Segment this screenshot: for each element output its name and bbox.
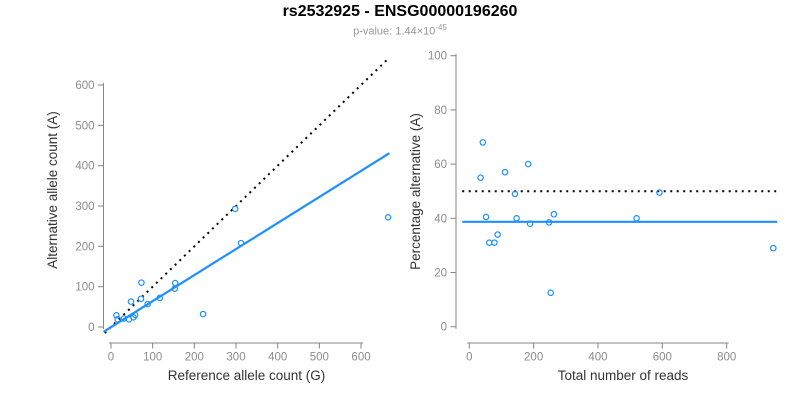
x-tick-label: 0 xyxy=(466,352,472,364)
p-value-text: p-value: 1.44×10 xyxy=(353,25,436,38)
figure-subtitle: p-value: 1.44×10-45 xyxy=(0,23,800,38)
y-tick-label: 400 xyxy=(75,161,94,173)
data-point xyxy=(770,244,777,252)
y-tick-label: 200 xyxy=(75,241,94,253)
y-tick-label: 0 xyxy=(88,322,94,334)
x-tick-label: 800 xyxy=(717,352,736,364)
data-point xyxy=(511,190,519,198)
x-tick-label: 600 xyxy=(653,352,672,364)
x-axis-title: Total number of reads xyxy=(558,368,689,383)
data-point xyxy=(501,168,509,176)
x-tick-label: 600 xyxy=(351,352,370,364)
data-point xyxy=(479,139,487,146)
data-point xyxy=(199,310,207,318)
x-tick-label: 200 xyxy=(524,352,543,364)
data-point xyxy=(114,316,121,323)
data-point xyxy=(633,215,640,222)
data-point xyxy=(513,215,520,222)
y-axis-title: Alternative allele count (A) xyxy=(45,111,60,269)
x-tick-label: 200 xyxy=(185,352,204,364)
y-tick-label: 40 xyxy=(434,213,447,225)
p-value-exponent: -45 xyxy=(435,23,447,32)
data-point xyxy=(144,300,151,308)
data-point xyxy=(547,289,554,297)
data-point xyxy=(477,174,484,181)
data-point xyxy=(524,160,532,168)
scatter-panel-right: 0 200 400 600 800 0 20 40 60 80 100 Total number of… xyxy=(408,51,778,383)
data-point xyxy=(545,219,553,226)
y-tick-label: 60 xyxy=(434,159,447,171)
data-point xyxy=(482,213,490,221)
y-tick-label: 100 xyxy=(75,282,94,294)
data-point xyxy=(138,279,145,286)
y-tick-label: 100 xyxy=(428,51,447,63)
x-tick-label: 500 xyxy=(310,352,329,364)
y-axis-title: Percentage alternative (A) xyxy=(408,113,423,270)
y-tick-label: 0 xyxy=(441,322,447,334)
data-point xyxy=(384,214,392,221)
data-point xyxy=(526,220,534,228)
data-point xyxy=(131,311,139,319)
data-point xyxy=(494,231,501,238)
x-tick-label: 100 xyxy=(143,352,162,364)
y-tick-label: 600 xyxy=(75,80,94,92)
data-point xyxy=(550,210,558,218)
data-point xyxy=(137,295,145,303)
data-point xyxy=(237,239,245,247)
x-tick-label: 300 xyxy=(226,352,245,364)
x-tick-label: 0 xyxy=(108,352,114,364)
data-point xyxy=(113,312,120,319)
y-tick-label: 500 xyxy=(75,120,94,132)
x-tick-label: 400 xyxy=(588,352,607,364)
data-point xyxy=(491,239,498,246)
data-point xyxy=(156,294,164,302)
figure-title: rs2532925 - ENSG00000196260 xyxy=(282,3,518,20)
regression-line xyxy=(102,152,390,333)
y-tick-label: 80 xyxy=(434,105,447,117)
identity-line xyxy=(104,56,391,334)
data-point xyxy=(171,279,179,287)
data-point xyxy=(231,205,239,213)
x-tick-label: 400 xyxy=(268,352,287,364)
scatter-panel-left: 0 100 200 300 400 500 600 0 100 200 300 400 500 600 Re… xyxy=(45,56,392,383)
y-tick-label: 300 xyxy=(75,201,94,213)
x-axis-title: Reference allele count (G) xyxy=(168,368,326,383)
y-tick-label: 20 xyxy=(434,268,447,280)
data-point xyxy=(127,298,135,305)
data-point xyxy=(656,189,663,196)
